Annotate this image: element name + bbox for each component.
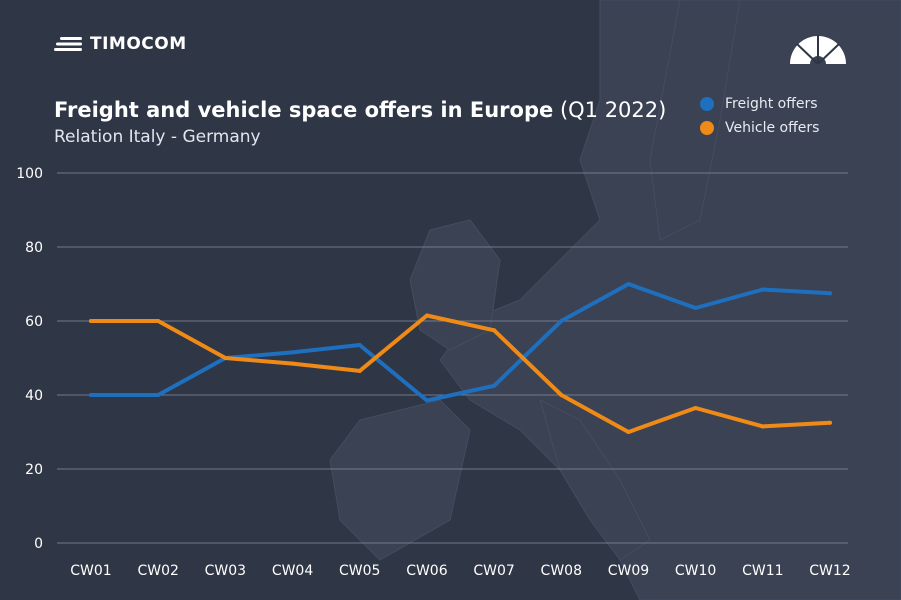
data-point-freight bbox=[693, 306, 698, 311]
data-point-freight bbox=[828, 291, 832, 296]
x-tick-label: CW08 bbox=[541, 563, 582, 579]
y-tick-label: 40 bbox=[25, 388, 43, 404]
data-point-vehicle bbox=[626, 430, 631, 434]
x-tick-label: CW05 bbox=[339, 563, 380, 579]
brand: TIMOCOM bbox=[54, 34, 187, 54]
series-line-vehicle bbox=[89, 313, 832, 434]
y-tick-label: 20 bbox=[25, 462, 43, 478]
x-tick-label: CW03 bbox=[205, 563, 246, 579]
data-point-freight bbox=[156, 393, 161, 397]
chart-title-block: Freight and vehicle space offers in Euro… bbox=[54, 95, 666, 149]
legend-item-vehicle: Vehicle offers bbox=[700, 116, 819, 140]
x-tick-label: CW09 bbox=[608, 563, 649, 579]
x-tick-label: CW04 bbox=[272, 563, 314, 579]
y-tick-label: 80 bbox=[25, 240, 43, 256]
brand-name: TIMOCOM bbox=[90, 34, 187, 54]
y-tick-label: 0 bbox=[34, 536, 43, 552]
legend-label-freight: Freight offers bbox=[725, 96, 818, 112]
data-point-freight bbox=[89, 393, 93, 397]
data-point-freight bbox=[559, 319, 564, 323]
data-point-freight bbox=[492, 383, 497, 388]
data-point-freight bbox=[357, 343, 362, 348]
data-point-vehicle bbox=[357, 368, 362, 373]
data-point-vehicle bbox=[290, 361, 295, 366]
data-point-freight bbox=[424, 398, 429, 403]
x-tick-label: CW11 bbox=[742, 563, 783, 579]
x-tick-label: CW06 bbox=[406, 563, 448, 579]
data-point-vehicle bbox=[559, 393, 564, 397]
legend-marker-freight bbox=[700, 97, 714, 111]
x-tick-label: CW02 bbox=[137, 563, 178, 579]
chart-title: Freight and vehicle space offers in Euro… bbox=[54, 95, 666, 125]
speed-lines-icon bbox=[54, 37, 82, 51]
x-tick-label: CW12 bbox=[809, 563, 850, 579]
data-point-vehicle bbox=[89, 319, 93, 323]
data-point-freight bbox=[290, 350, 295, 355]
data-point-vehicle bbox=[424, 313, 429, 318]
series-line-freight bbox=[89, 282, 832, 403]
y-tick-label: 60 bbox=[25, 314, 43, 330]
x-tick-label: CW01 bbox=[70, 563, 111, 579]
data-point-vehicle bbox=[693, 405, 698, 410]
data-point-vehicle bbox=[828, 420, 832, 425]
data-point-freight bbox=[626, 282, 631, 286]
x-tick-label: CW07 bbox=[473, 563, 514, 579]
data-point-freight bbox=[760, 287, 765, 292]
data-point-vehicle bbox=[156, 319, 161, 323]
x-tick-label: CW10 bbox=[675, 563, 716, 579]
data-point-vehicle bbox=[223, 356, 228, 360]
chart-title-main: Freight and vehicle space offers in Euro… bbox=[54, 98, 554, 122]
chart-title-period: (Q1 2022) bbox=[559, 98, 667, 122]
legend-label-vehicle: Vehicle offers bbox=[725, 120, 820, 136]
speedometer-icon bbox=[790, 35, 846, 65]
legend-marker-vehicle bbox=[700, 121, 714, 135]
legend-item-freight: Freight offers bbox=[700, 92, 819, 116]
data-point-vehicle bbox=[760, 424, 765, 429]
y-tick-label: 100 bbox=[16, 166, 43, 182]
data-point-vehicle bbox=[492, 328, 497, 333]
chart-subtitle: Relation Italy - Germany bbox=[54, 127, 261, 147]
chart-legend: Freight offers Vehicle offers bbox=[700, 92, 819, 140]
